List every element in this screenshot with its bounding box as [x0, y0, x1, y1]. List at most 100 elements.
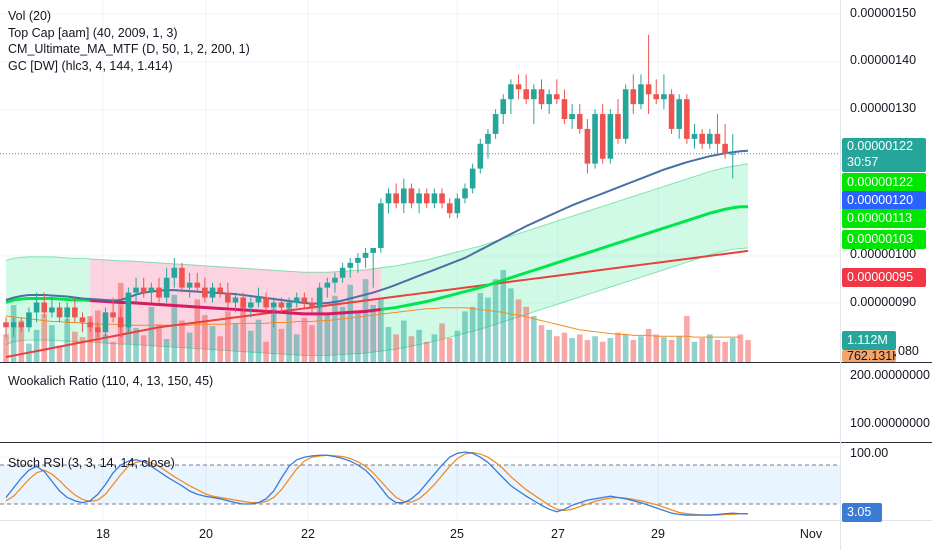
wookalich-scale-label: 100.00000000	[850, 416, 930, 430]
candle-body	[240, 297, 246, 308]
volume-bar	[186, 332, 193, 362]
candle-body	[653, 94, 660, 100]
volume-bar	[225, 311, 231, 362]
candle-body	[661, 94, 667, 100]
candle-body	[102, 312, 109, 333]
candle-body	[531, 89, 537, 100]
volume-bar	[140, 335, 147, 362]
candle-body	[546, 94, 552, 105]
candle-body	[508, 84, 514, 100]
volume-bar	[316, 302, 323, 362]
last-price-value: 0.00000122	[847, 139, 914, 153]
candle-body	[217, 287, 223, 293]
candle-body	[554, 94, 560, 100]
candle-body	[599, 114, 606, 159]
candle-body	[722, 143, 728, 154]
candle-body	[18, 322, 25, 328]
volume-bar	[446, 338, 453, 362]
candle-body	[668, 94, 675, 129]
candle-body	[500, 99, 507, 115]
candle-body	[270, 302, 277, 308]
candle-body	[569, 114, 575, 120]
time-label: 29	[651, 527, 665, 541]
candle-body	[156, 287, 162, 298]
volume-bar	[661, 337, 667, 362]
volume-bar	[362, 279, 369, 362]
candle-body	[592, 114, 598, 164]
candle-body	[202, 287, 208, 298]
volume-bar	[179, 320, 185, 362]
candle-body	[278, 302, 285, 308]
stoch-title[interactable]: Stoch RSI (3, 3, 14, 14, close)	[8, 456, 175, 470]
volume-bar	[79, 337, 86, 362]
candle-body	[584, 128, 591, 164]
volume-bar	[232, 323, 239, 362]
volume-bar	[561, 332, 568, 362]
candle-body	[194, 282, 201, 288]
candle-body	[729, 153, 736, 155]
volume-bar	[293, 334, 300, 362]
last-price-tag: 0.00000122 30:57	[842, 138, 926, 172]
candle-body	[125, 292, 132, 328]
legend-gc[interactable]: GC [DW] (hlc3, 4, 144, 1.414)	[8, 58, 173, 73]
volume-bar	[546, 329, 552, 362]
legend-volume[interactable]: Vol (20)	[8, 9, 52, 23]
candle-body	[707, 133, 713, 144]
volume-bar	[41, 314, 48, 362]
stoch-value-tag: 3.05	[842, 503, 882, 522]
candle-body	[110, 312, 116, 318]
volume-bar	[423, 341, 430, 362]
volume-bar	[508, 288, 514, 362]
volume-bar	[255, 319, 262, 362]
candle-body	[469, 168, 476, 189]
volume-bar	[485, 297, 491, 362]
candle-body	[393, 193, 399, 204]
indicator-legend: Vol (20) Top Cap [aam] (40, 2009, 1, 3) …	[8, 8, 250, 74]
gc-band-segment	[380, 163, 749, 352]
gc-band-edge	[5, 163, 749, 273]
volume-bar	[202, 315, 208, 362]
volume-bar	[171, 294, 178, 362]
price-scale-label: 0.00000140	[850, 53, 917, 67]
volume-bar	[653, 334, 660, 362]
volume-bar	[355, 311, 361, 362]
volume-bar	[217, 336, 223, 362]
volume-bar	[416, 329, 422, 362]
bar-countdown: 30:57	[847, 155, 879, 169]
price-scale-label: 0.00000090	[850, 295, 917, 309]
candle-body	[691, 133, 698, 139]
volume-bar	[630, 339, 637, 362]
wookalich-title[interactable]: Wookalich Ratio (110, 4, 13, 150, 45)	[8, 374, 214, 388]
stoch-k-line	[5, 451, 749, 516]
volume-bar	[324, 314, 331, 362]
candle-body	[248, 302, 254, 308]
volume-bar	[33, 329, 40, 362]
price-scale-label: 0.00000150	[850, 6, 917, 20]
legend-top-cap[interactable]: Top Cap [aam] (40, 2009, 1, 3)	[8, 25, 178, 40]
candle-body	[179, 267, 185, 288]
volume-bar	[240, 304, 246, 362]
legend-cm-ultimate-ma[interactable]: CM_Ultimate_MA_MTF (D, 50, 1, 2, 200, 1)	[8, 42, 250, 56]
volume-bar	[49, 325, 55, 362]
candle-body	[64, 307, 70, 318]
candle-body	[163, 277, 170, 298]
volume-bar	[156, 324, 162, 362]
volume-bar	[607, 338, 614, 362]
candle-body	[630, 89, 637, 105]
candle-body	[49, 307, 55, 313]
volume-bar	[148, 306, 155, 362]
candle-body	[87, 322, 93, 328]
candle-body	[309, 302, 315, 308]
volume-bar	[110, 341, 116, 362]
volume-bar	[523, 306, 529, 362]
volume-bar	[691, 341, 698, 362]
volume-bar	[615, 332, 621, 362]
candle-body	[416, 193, 422, 204]
volume-bar	[684, 316, 690, 362]
volume-bar	[278, 328, 285, 362]
candle-body	[523, 89, 529, 100]
volume-bar	[707, 334, 713, 362]
volume-bar	[286, 305, 292, 362]
time-label: 22	[301, 527, 315, 541]
